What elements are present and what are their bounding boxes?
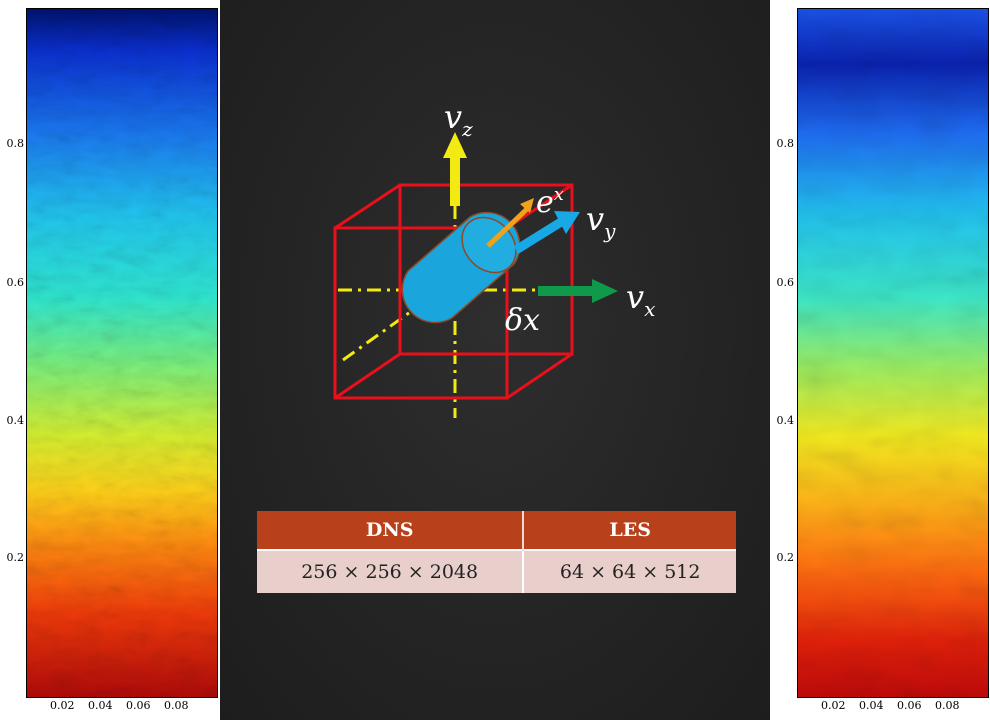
dns-field-image	[27, 9, 217, 697]
y-tick: 0.4	[776, 414, 795, 427]
dx-label: δx	[505, 303, 540, 338]
y-tick: 0.8	[6, 137, 25, 150]
cube	[333, 183, 574, 400]
x-tick: 0.06	[126, 699, 151, 712]
y-tick: 0.8	[776, 137, 795, 150]
y-tick: 0.6	[776, 276, 795, 289]
resolution-table: DNS LES 256 × 256 × 2048 64 × 64 × 512	[257, 511, 736, 593]
x-tick: 0.04	[859, 699, 884, 712]
x-tick: 0.06	[897, 699, 922, 712]
table-cell-dns: 256 × 256 × 2048	[257, 549, 525, 593]
y-tick: 0.2	[776, 551, 795, 564]
x-tick: 0.02	[50, 699, 75, 712]
dns-field-plot	[26, 8, 218, 698]
vz-label: vz	[444, 98, 473, 141]
e-arrow	[486, 198, 534, 248]
y-tick: 0.4	[6, 414, 25, 427]
x-tick: 0.02	[821, 699, 846, 712]
vz-arrow	[443, 132, 467, 206]
vy-arrow	[513, 211, 580, 254]
les-field-image	[798, 9, 988, 697]
e-label: ex	[536, 184, 564, 220]
x-tick: 0.04	[88, 699, 113, 712]
y-tick: 0.6	[6, 276, 25, 289]
particle-diagram: vz ex vy vx δx	[333, 98, 655, 418]
table-header-dns: DNS	[257, 511, 525, 550]
dns-field-panel: 0.8 0.6 0.4 0.2 0.02 0.04 0.06 0.08	[0, 0, 220, 720]
vy-label: vy	[586, 200, 616, 243]
les-field-panel: 0.8 0.6 0.4 0.2 0.02 0.04 0.06 0.08	[770, 0, 990, 720]
vx-arrow	[538, 279, 618, 303]
x-tick: 0.08	[164, 699, 189, 712]
vx-label: vx	[626, 278, 655, 321]
table-cell-les: 64 × 64 × 512	[523, 549, 736, 593]
table-header-les: LES	[523, 511, 736, 550]
x-tick: 0.08	[935, 699, 960, 712]
y-tick: 0.2	[6, 551, 25, 564]
center-panel	[220, 0, 770, 720]
les-field-plot	[797, 8, 989, 698]
